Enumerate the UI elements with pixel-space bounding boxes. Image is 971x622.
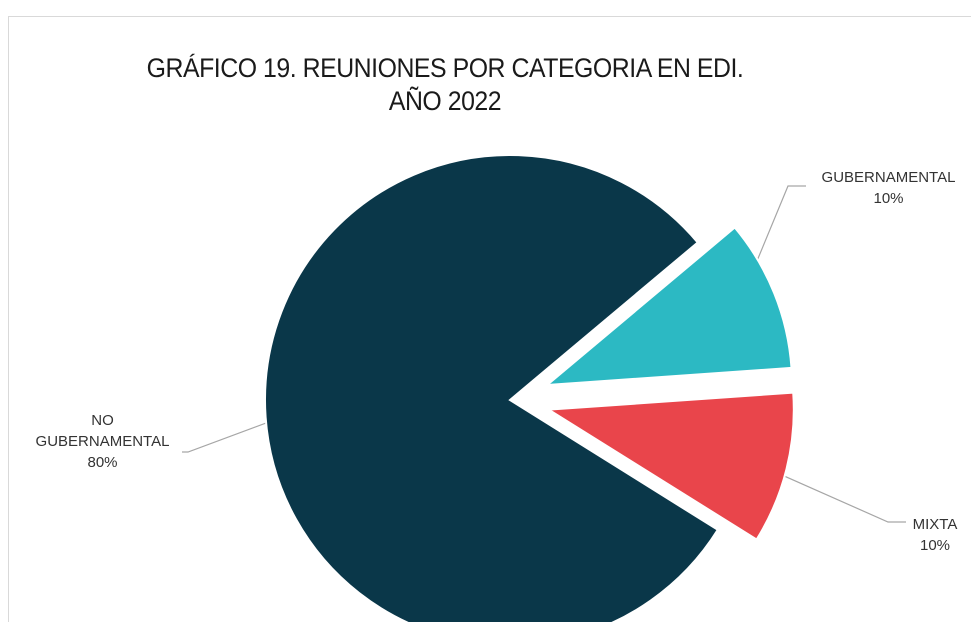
- data-label-no-gubernamental-value: 80%: [87, 454, 118, 471]
- data-label-no-gubernamental-name-1: NO: [91, 412, 114, 429]
- leader-line-mixta: [747, 459, 906, 523]
- slice-mixta: [545, 391, 795, 541]
- data-label-gubernamental: GUBERNAMENTAL 10%: [806, 167, 971, 209]
- data-label-no-gubernamental: NO GUBERNAMENTAL 80%: [20, 410, 185, 473]
- data-label-no-gubernamental-name-2: GUBERNAMENTAL: [35, 433, 170, 450]
- data-label-gubernamental-value: 10%: [873, 190, 904, 207]
- data-label-gubernamental-name: GUBERNAMENTAL: [821, 169, 956, 186]
- chart-border: [8, 16, 971, 622]
- data-label-mixta-value: 10%: [919, 537, 951, 554]
- chart-title-line-2: AÑO 2022: [388, 86, 502, 116]
- data-label-mixta: MIXTA 10%: [900, 514, 970, 556]
- slice-gubernamental: [544, 226, 793, 387]
- leader-line-no-gubernamental: [182, 412, 294, 453]
- slice-no-gubernamental: [264, 154, 720, 622]
- chart-title: GRÁFICO 19. REUNIONES POR CATEGORIA EN E…: [91, 52, 799, 118]
- data-label-mixta-name: MIXTA: [912, 516, 958, 533]
- chart-title-line-1: GRÁFICO 19. REUNIONES POR CATEGORIA EN E…: [146, 53, 744, 83]
